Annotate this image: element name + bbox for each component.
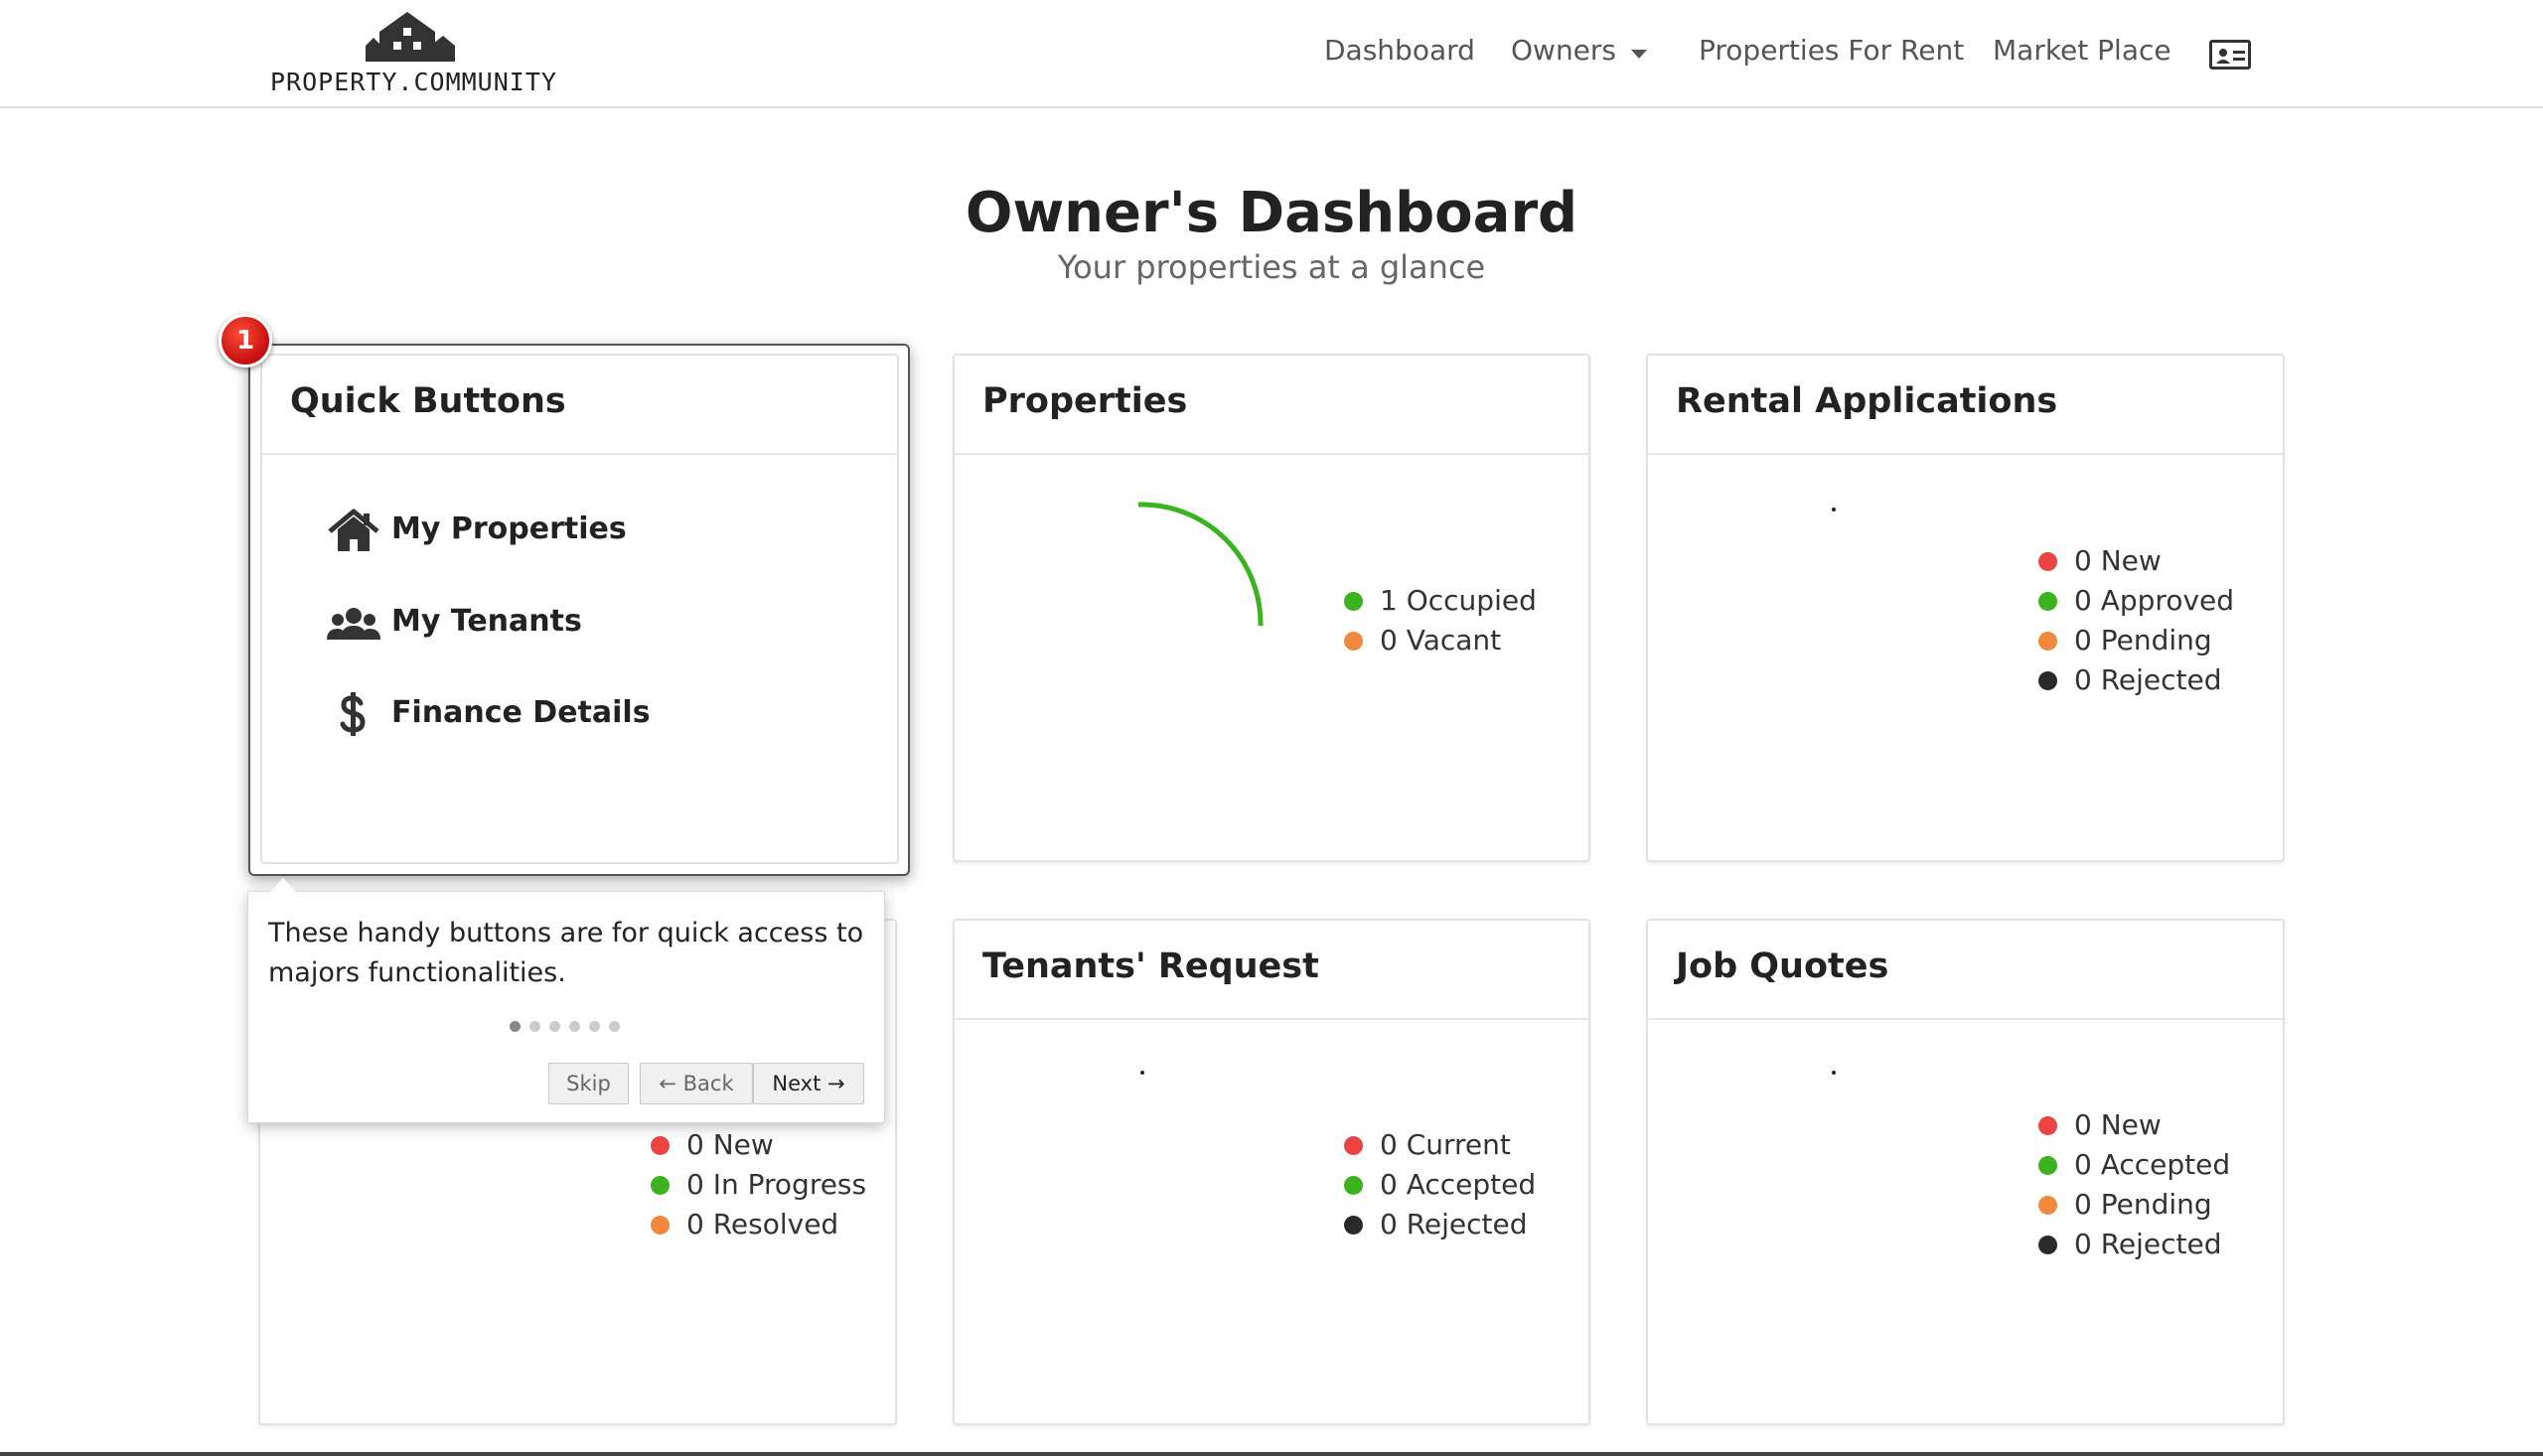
status-dot	[651, 1136, 670, 1155]
tour-tooltip: These handy buttons are for quick access…	[247, 878, 885, 1123]
status-dot	[1344, 592, 1363, 611]
tour-highlight: Quick Buttons My Properties My Tenants	[248, 344, 910, 876]
legend-item: 1 Occupied	[1344, 581, 1537, 621]
card-title: Tenants' Request	[955, 921, 1588, 1020]
status-dot	[2038, 592, 2057, 611]
nav-owners[interactable]: Owners	[1511, 34, 1617, 67]
legend-item: 0 Vacant	[1344, 621, 1537, 660]
back-button[interactable]: ← Back	[640, 1063, 753, 1104]
card-title: Rental Applications	[1648, 356, 2283, 455]
status-dot	[2038, 1116, 2057, 1135]
page-title: Owner's Dashboard	[965, 181, 1578, 245]
card-title: Job Quotes	[1648, 921, 2283, 1020]
legend-item: 0 Rejected	[2038, 660, 2234, 700]
nav-market-place[interactable]: Market Place	[1993, 34, 2171, 67]
dollar-icon	[340, 692, 366, 736]
finance-details-button[interactable]: Finance Details	[326, 689, 654, 739]
status-dot	[2038, 671, 2057, 690]
tenants-request-legend: 0 Current 0 Accepted 0 Rejected	[1344, 1125, 1536, 1244]
users-icon	[327, 608, 380, 640]
button-label: Finance Details	[391, 695, 651, 730]
legend-item: 0 Approved	[2038, 581, 2234, 621]
status-dot	[2038, 1156, 2057, 1175]
legend-item: 0 Pending	[2038, 1185, 2230, 1225]
status-dot	[2038, 552, 2057, 571]
page-subtitle: Your properties at a glance	[1057, 248, 1486, 286]
legend-item: 0 Current	[1344, 1125, 1536, 1165]
tour-bullet[interactable]	[529, 1021, 540, 1032]
nav-dashboard[interactable]: Dashboard	[1324, 34, 1475, 67]
skip-button[interactable]: Skip	[548, 1063, 629, 1104]
tour-step-badge: 1	[219, 314, 272, 367]
status-dot	[2038, 1236, 2057, 1254]
empty-chart	[1832, 508, 1836, 511]
status-dot	[1344, 1216, 1363, 1235]
tooltip-text: These handy buttons are for quick access…	[268, 918, 864, 988]
legend-item: 0 New	[2038, 1105, 2230, 1145]
properties-card: Properties 1 Occupied 0 Vacant	[953, 354, 1590, 862]
tenants-request-card: Tenants' Request 0 Current 0 Accepted 0 …	[953, 919, 1590, 1425]
maintenance-legend: 0 New 0 In Progress 0 Resolved	[651, 1125, 866, 1244]
rental-applications-card: Rental Applications 0 New 0 Approved 0 P…	[1646, 354, 2285, 862]
brand-name: PROPERTY.COMMUNITY	[270, 68, 557, 96]
tour-bullet[interactable]	[569, 1021, 580, 1032]
legend-item: 0 Rejected	[1344, 1205, 1536, 1244]
status-dot	[1344, 1136, 1363, 1155]
next-button[interactable]: Next →	[753, 1063, 864, 1104]
status-dot	[1344, 632, 1363, 651]
properties-legend: 1 Occupied 0 Vacant	[1344, 581, 1537, 660]
tour-bullet[interactable]	[510, 1021, 521, 1032]
legend-item: 0 New	[651, 1125, 866, 1165]
empty-chart	[1832, 1071, 1836, 1075]
tour-bullet[interactable]	[589, 1021, 600, 1032]
tour-bullet[interactable]	[609, 1021, 620, 1032]
button-label: My Properties	[391, 511, 627, 546]
chevron-down-icon[interactable]	[1631, 50, 1647, 59]
brand-logo[interactable]: PROPERTY.COMMUNITY	[270, 8, 557, 99]
legend-item: 0 Rejected	[2038, 1225, 2230, 1264]
house-logo-icon	[366, 12, 455, 62]
job-quotes-legend: 0 New 0 Accepted 0 Pending 0 Rejected	[2038, 1105, 2230, 1264]
home-icon	[328, 509, 379, 551]
page-bottom-edge	[0, 1452, 2543, 1456]
my-tenants-button[interactable]: My Tenants	[326, 598, 654, 648]
id-card-icon[interactable]	[2209, 40, 2251, 70]
legend-item: 0 Accepted	[2038, 1145, 2230, 1185]
status-dot	[2038, 1196, 2057, 1215]
legend-item: 0 Accepted	[1344, 1165, 1536, 1205]
rental-applications-legend: 0 New 0 Approved 0 Pending 0 Rejected	[2038, 541, 2234, 700]
status-dot	[1344, 1176, 1363, 1195]
button-label: My Tenants	[391, 604, 582, 639]
legend-item: 0 Pending	[2038, 621, 2234, 660]
card-title: Properties	[955, 356, 1588, 455]
legend-item: 0 New	[2038, 541, 2234, 581]
legend-item: 0 Resolved	[651, 1205, 866, 1244]
my-properties-button[interactable]: My Properties	[326, 506, 654, 555]
occupied-arc	[1137, 502, 1264, 627]
status-dot	[651, 1216, 670, 1235]
nav-properties-for-rent[interactable]: Properties For Rent	[1699, 34, 1965, 67]
empty-chart	[1140, 1071, 1144, 1075]
status-dot	[2038, 632, 2057, 651]
occupancy-donut-chart	[1137, 502, 1264, 627]
card-title: Quick Buttons	[262, 356, 897, 455]
legend-item: 0 In Progress	[651, 1165, 866, 1205]
top-navbar: PROPERTY.COMMUNITY Dashboard Owners Prop…	[0, 0, 2543, 108]
tour-bullet[interactable]	[549, 1021, 560, 1032]
tooltip-arrow	[270, 878, 296, 892]
status-dot	[651, 1176, 670, 1195]
job-quotes-card: Job Quotes 0 New 0 Accepted 0 Pending 0 …	[1646, 919, 2285, 1425]
quick-buttons-card: Quick Buttons My Properties My Tenants	[260, 354, 899, 864]
